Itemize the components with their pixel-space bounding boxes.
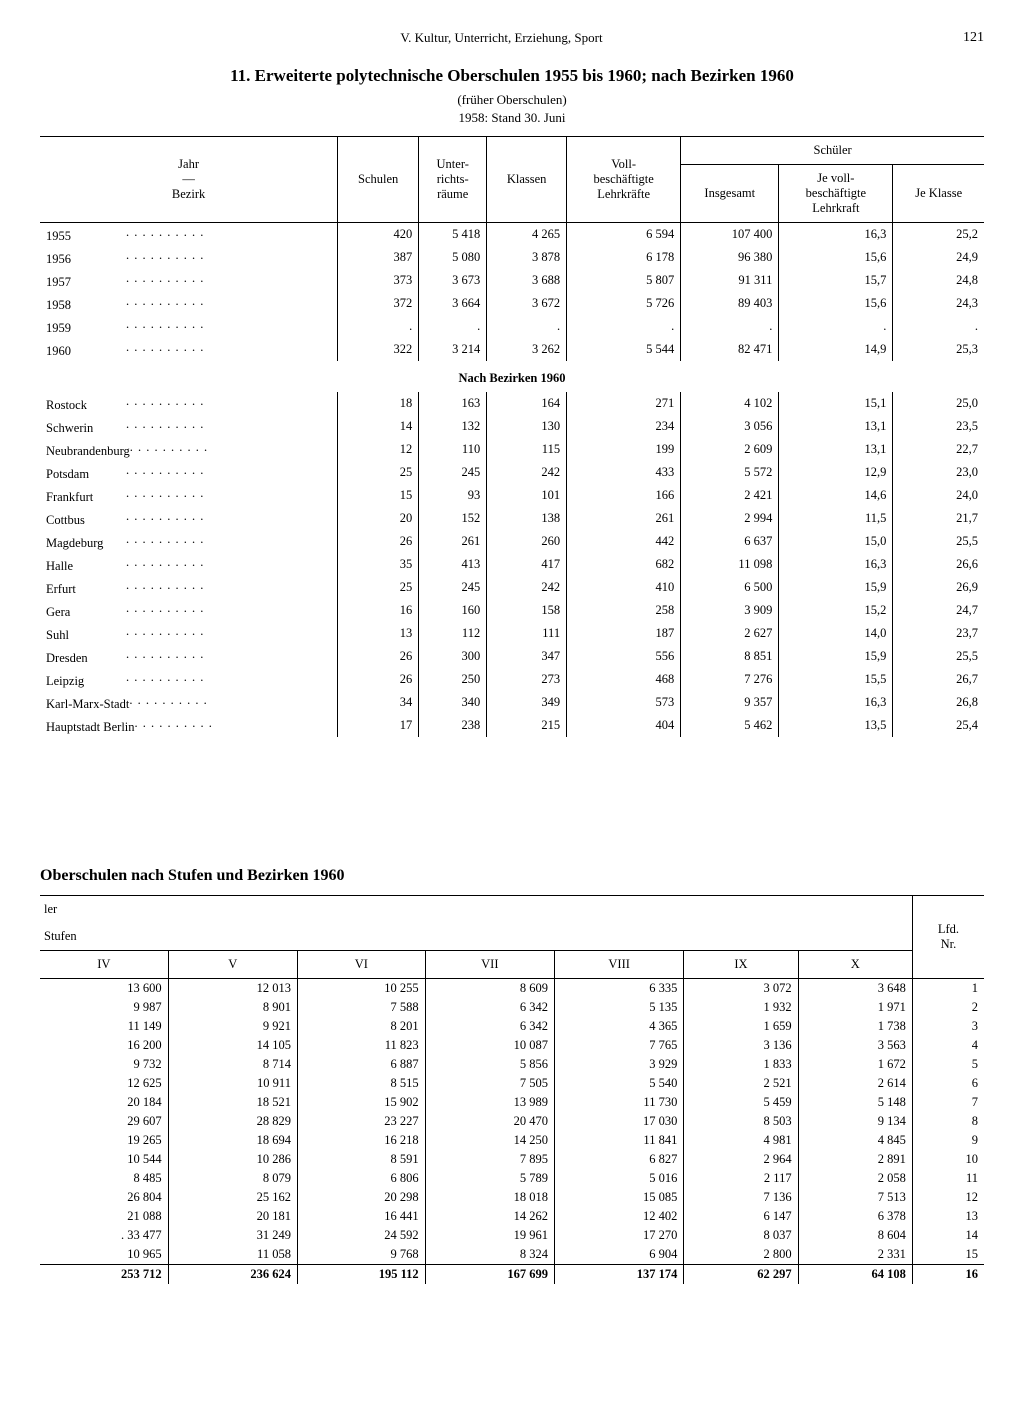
table1-subtitle2: 1958: Stand 30. Juni bbox=[40, 110, 984, 126]
table-row: Magdeburg262612604426 63715,025,5 bbox=[40, 530, 984, 553]
table-row: Potsdam252452424335 57212,923,0 bbox=[40, 461, 984, 484]
table-row: 13 60012 01310 2558 6096 3353 0723 6481 bbox=[40, 979, 984, 998]
table-row: Halle3541341768211 09816,326,6 bbox=[40, 553, 984, 576]
table-row: Erfurt252452424106 50015,926,9 bbox=[40, 576, 984, 599]
table-row: 9 7328 7146 8875 8563 9291 8331 6725 bbox=[40, 1055, 984, 1074]
table-row: 29 60728 82923 22720 47017 0308 5039 134… bbox=[40, 1112, 984, 1131]
table-row: 8 4858 0796 8065 7895 0162 1172 05811 bbox=[40, 1169, 984, 1188]
table-row: 20 18418 52115 90213 98911 7305 4595 148… bbox=[40, 1093, 984, 1112]
table-row: 19563875 0803 8786 17896 38015,624,9 bbox=[40, 246, 984, 269]
table-row: 19573733 6733 6885 80791 31115,724,8 bbox=[40, 269, 984, 292]
table1-subtitle1: (früher Oberschulen) bbox=[40, 92, 984, 108]
table2: ler Lfd.Nr. Stufen IV V VI VII VIII IX X… bbox=[40, 895, 984, 1284]
table-row: Rostock181631642714 10215,125,0 bbox=[40, 392, 984, 415]
table-row: 12 62510 9118 5157 5055 5402 5212 6146 bbox=[40, 1074, 984, 1093]
table1-subhead: Nach Bezirken 1960 bbox=[40, 361, 984, 392]
table-row: . 33 47731 24924 59219 96117 2708 0378 6… bbox=[40, 1226, 984, 1245]
table-row: Leipzig262502734687 27615,526,7 bbox=[40, 668, 984, 691]
table-row: Karl-Marx-Stadt343403495739 35716,326,8 bbox=[40, 691, 984, 714]
table1: Jahr — Bezirk Schulen Unter- richts- räu… bbox=[40, 136, 984, 737]
table-row: 21 08820 18116 44114 26212 4026 1476 378… bbox=[40, 1207, 984, 1226]
table-row: 10 54410 2868 5917 8956 8272 9642 89110 bbox=[40, 1150, 984, 1169]
table-row: 19603223 2143 2625 54482 47114,925,3 bbox=[40, 338, 984, 361]
table-row: Suhl131121111872 62714,023,7 bbox=[40, 622, 984, 645]
table-row: Neubrandenburg121101151992 60913,122,7 bbox=[40, 438, 984, 461]
table-row: Cottbus201521382612 99411,521,7 bbox=[40, 507, 984, 530]
table-row: 16 20014 10511 82310 0877 7653 1363 5634 bbox=[40, 1036, 984, 1055]
table-row: Schwerin141321302343 05613,123,5 bbox=[40, 415, 984, 438]
table-row: 19583723 6643 6725 72689 40315,624,3 bbox=[40, 292, 984, 315]
table-row: Dresden263003475568 85115,925,5 bbox=[40, 645, 984, 668]
page-header: V. Kultur, Unterricht, Erziehung, Sport … bbox=[40, 30, 984, 46]
table-row: 26 80425 16220 29818 01815 0857 1367 513… bbox=[40, 1188, 984, 1207]
page-number: 121 bbox=[963, 30, 984, 46]
table-row: Hauptstadt Berlin172382154045 46213,525,… bbox=[40, 714, 984, 737]
table1-title: 11. Erweiterte polytechnische Oberschule… bbox=[40, 66, 984, 86]
table-row: 1959....... bbox=[40, 315, 984, 338]
table2-title: Oberschulen nach Stufen und Bezirken 196… bbox=[40, 867, 984, 885]
table2-total-row: 253 712 236 624 195 112 167 699 137 174 … bbox=[40, 1265, 984, 1284]
table-row: 19554205 4184 2656 594107 40016,325,2 bbox=[40, 223, 984, 246]
section-title: V. Kultur, Unterricht, Erziehung, Sport bbox=[40, 30, 963, 46]
table-row: 9 9878 9017 5886 3425 1351 9321 9712 bbox=[40, 998, 984, 1017]
table-row: Frankfurt15931011662 42114,624,0 bbox=[40, 484, 984, 507]
table-row: 10 96511 0589 7688 3246 9042 8002 33115 bbox=[40, 1245, 984, 1265]
table-row: 11 1499 9218 2016 3424 3651 6591 7383 bbox=[40, 1017, 984, 1036]
table-row: Gera161601582583 90915,224,7 bbox=[40, 599, 984, 622]
table-row: 19 26518 69416 21814 25011 8414 9814 845… bbox=[40, 1131, 984, 1150]
